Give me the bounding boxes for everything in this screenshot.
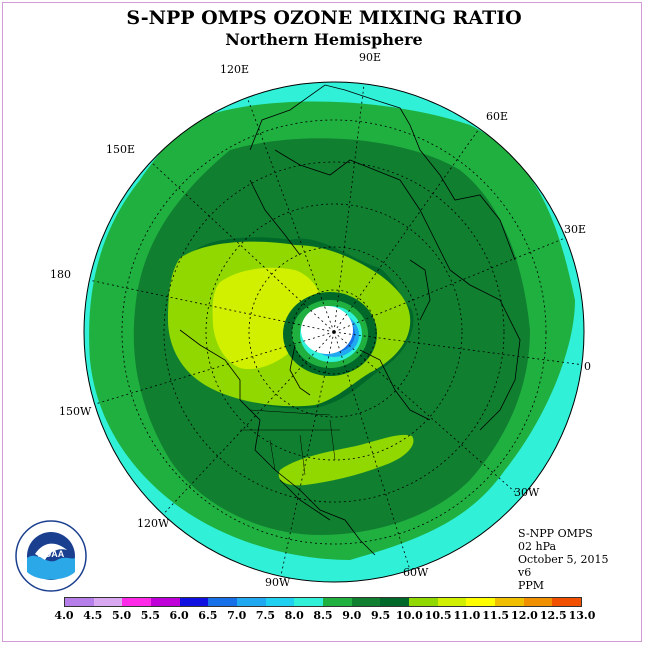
colorbar-tick-label: 5.5 (140, 609, 160, 622)
colorbar-swatch (237, 598, 266, 606)
lon-label-0: 0 (584, 360, 591, 373)
colorbar-tick-label: 12.0 (511, 609, 538, 622)
colorbar-tick-label: 4.0 (54, 609, 74, 622)
colorbar-tick-label: 6.0 (169, 609, 189, 622)
colorbar-tick-label: 7.0 (227, 609, 247, 622)
colorbar-swatch (265, 598, 295, 606)
info-product: S-NPP OMPS (518, 527, 593, 540)
colorbar-tick-label: 6.5 (198, 609, 218, 622)
colorbar-tick-label: 9.5 (370, 609, 391, 622)
lon-label-120e: 120E (220, 63, 250, 76)
colorbar-swatch (323, 598, 352, 606)
colorbar-swatch (122, 598, 152, 606)
colorbar-tick-label: 4.5 (83, 609, 103, 622)
info-version: v6 (518, 566, 532, 579)
colorbar-swatch (351, 598, 381, 606)
colorbar-swatch (523, 598, 553, 606)
contour-9-5-tongue (278, 434, 414, 486)
colorbar-tick-label: 13.0 (568, 609, 596, 622)
lon-label-90e: 90E (359, 51, 382, 64)
product-info: S-NPP OMPS 02 hPa October 5, 2015 v6 PPM (518, 527, 609, 592)
colorbar-tick-label: 9.0 (342, 609, 362, 622)
colorbar-swatch (65, 598, 94, 606)
colorbar-tick-label: 8.0 (284, 609, 304, 622)
lon-label-60w: 60W (403, 566, 429, 579)
colorbar-swatch (294, 598, 324, 606)
info-date: October 5, 2015 (518, 553, 609, 566)
colorbar-swatch (437, 598, 467, 606)
page-title: S-NPP OMPS OZONE MIXING RATIO (126, 7, 522, 29)
colorbar-ticks: 4.0 4.5 5.0 5.5 6.0 6.5 7.0 7.5 8.0 8.5 9.0 9.5 10.0… (52, 609, 597, 623)
political-borders (240, 409, 340, 476)
colorbar-swatch (208, 598, 238, 606)
lon-label-150w: 150W (59, 405, 92, 418)
info-pressure: 02 hPa (518, 540, 557, 553)
map-boundary (83, 81, 585, 583)
info-units: PPM (518, 579, 545, 592)
lon-label-180: 180 (50, 268, 71, 281)
colorbar-swatch (409, 598, 438, 606)
colorbar-tick-label: 10.5 (424, 609, 452, 622)
colorbar-swatch (495, 598, 524, 606)
colorbar-swatch (93, 598, 123, 606)
ozone-field (84, 82, 584, 582)
lon-label-30w: 30W (514, 486, 540, 499)
colorbar-swatch (380, 598, 410, 606)
noaa-logo: NOAA (15, 520, 87, 592)
colorbar (64, 597, 582, 607)
colorbar-tick-label: 10.0 (395, 609, 423, 622)
noaa-logo-text: NOAA (38, 549, 65, 559)
page-subtitle: Northern Hemisphere (225, 30, 423, 49)
lon-label-120w: 120W (137, 517, 170, 530)
lon-label-60e: 60E (486, 110, 509, 123)
colorbar-swatch (151, 598, 180, 606)
colorbar-tick-label: 11.5 (482, 609, 510, 622)
colorbar-swatch (179, 598, 209, 606)
colorbar-swatch (552, 598, 582, 606)
graticule (84, 82, 584, 581)
lon-label-90w: 90W (265, 576, 291, 589)
lon-label-30e: 30E (564, 223, 587, 236)
colorbar-swatch (466, 598, 496, 606)
colorbar-tick-label: 8.5 (313, 609, 333, 622)
lon-label-150e: 150E (106, 143, 136, 156)
colorbar-tick-label: 7.5 (255, 609, 276, 622)
colorbar-tick-label: 5.0 (111, 609, 132, 622)
plot-frame (2, 2, 642, 642)
colorbar-tick-label: 12.5 (539, 609, 567, 622)
colorbar-tick-label: 11.0 (453, 609, 481, 622)
polar-no-data (301, 306, 353, 354)
